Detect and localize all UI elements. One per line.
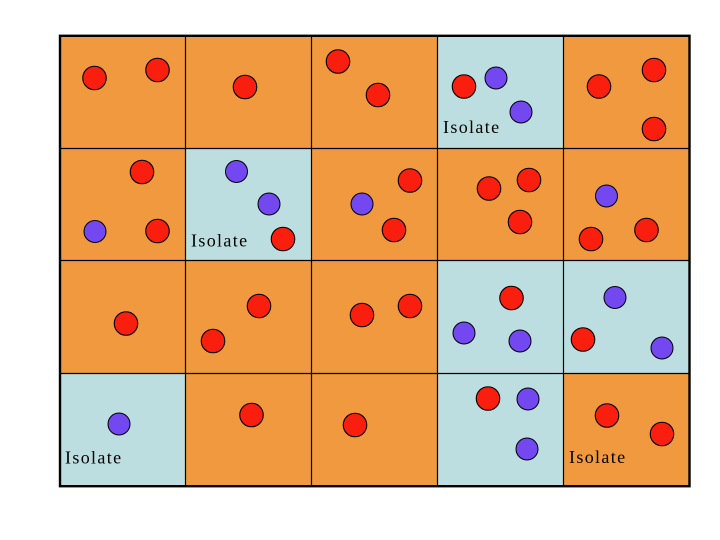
svg-text:Isolate: Isolate [443, 117, 500, 137]
svg-text:Isolate: Isolate [569, 447, 626, 467]
svg-text:Isolate: Isolate [191, 230, 248, 250]
svg-text:Isolate: Isolate [65, 448, 122, 468]
